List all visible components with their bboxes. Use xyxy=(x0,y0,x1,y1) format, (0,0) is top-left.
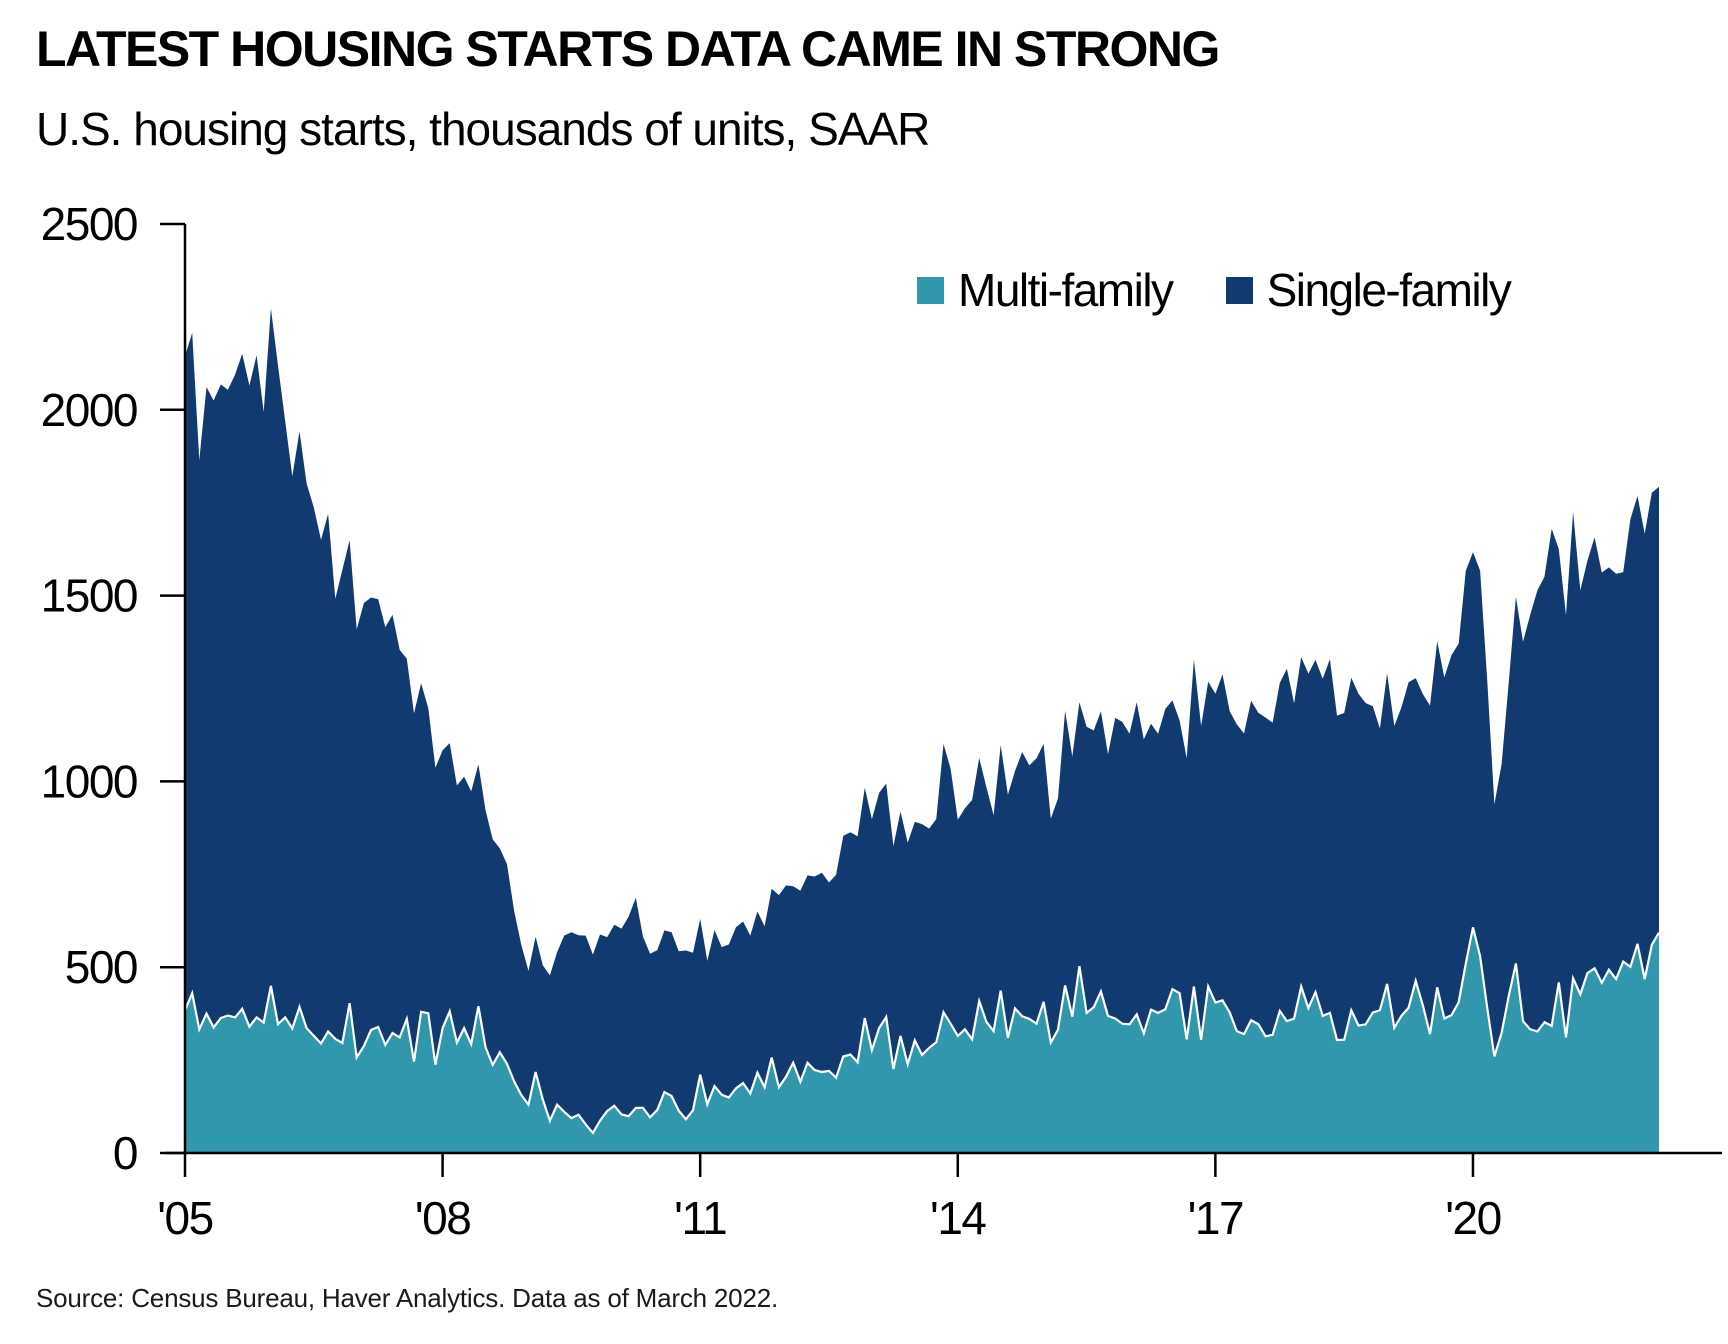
x-tick-label: '20 xyxy=(1445,1192,1500,1244)
x-tick-label: '17 xyxy=(1188,1192,1243,1244)
x-tick-label: '11 xyxy=(674,1192,726,1244)
single-family-swatch xyxy=(1225,276,1253,304)
y-tick-label: 1000 xyxy=(41,755,137,807)
single-family-label: Single-family xyxy=(1266,264,1512,316)
legend-item-multi-family: Multi-family xyxy=(917,263,1174,317)
legend: Multi-family Single-family xyxy=(917,263,1512,317)
x-tick-label: '08 xyxy=(415,1192,470,1244)
source-note: Source: Census Bureau, Haver Analytics. … xyxy=(36,1283,778,1313)
multi-family-area xyxy=(185,927,1659,1153)
single-family-area xyxy=(185,308,1659,1153)
legend-item-single-family: Single-family xyxy=(1225,263,1512,317)
y-tick-label: 2000 xyxy=(41,384,137,436)
y-tick-label: 2500 xyxy=(41,198,137,250)
y-tick-label: 0 xyxy=(113,1127,137,1179)
x-tick-label: '14 xyxy=(930,1192,986,1244)
y-tick-label: 500 xyxy=(65,941,137,993)
multi-family-label: Multi-family xyxy=(958,264,1174,316)
y-tick-label: 1500 xyxy=(41,570,137,622)
series-boundary-line xyxy=(183,927,1660,1135)
chart-subtitle: U.S. housing starts, thousands of units,… xyxy=(36,103,930,155)
chart-title: LATEST HOUSING STARTS DATA CAME IN STRON… xyxy=(36,21,1220,77)
x-tick-label: '05 xyxy=(157,1192,212,1244)
multi-family-swatch xyxy=(917,276,944,304)
